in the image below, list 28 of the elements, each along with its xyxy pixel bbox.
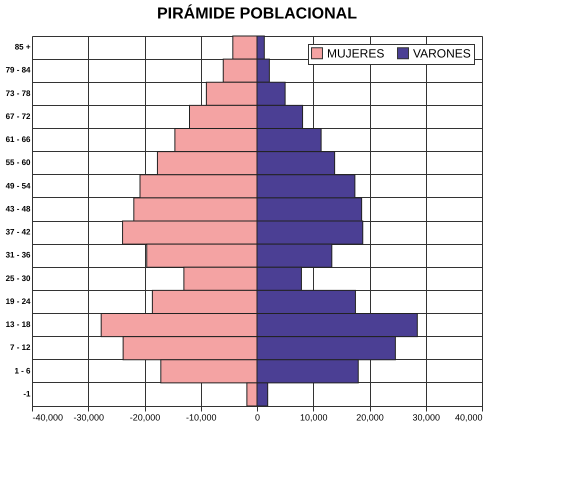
y-tick-label: 61 - 66: [6, 135, 32, 144]
x-tick-label: 40,000: [454, 412, 482, 422]
x-tick-label: -30,000: [73, 412, 104, 422]
x-tick-label: 20,000: [356, 412, 384, 422]
y-tick-label: 7 - 12: [10, 343, 32, 352]
x-tick-label: -20,000: [130, 412, 160, 422]
y-tick-label: 31 - 36: [6, 250, 32, 260]
y-tick-label: 67 - 72: [6, 112, 32, 121]
y-tick-label: 37 - 42: [6, 228, 32, 237]
legend-label: VARONES: [413, 46, 471, 60]
y-tick-label: 25 - 30: [6, 274, 32, 283]
x-tick-label: 0: [254, 412, 260, 422]
legend-label: MUJERES: [327, 46, 384, 60]
x-tick-label: 30,000: [412, 412, 440, 422]
y-tick-label: 73 - 78: [6, 88, 32, 98]
y-tick-label: 1 - 6: [14, 366, 32, 376]
x-tick-label: 10,000: [300, 412, 328, 422]
y-tick-label: 13 - 18: [6, 320, 32, 330]
x-tick-label: -40,000: [32, 412, 64, 422]
y-tick-label: 19 - 24: [6, 296, 32, 306]
y-tick-label: -1: [23, 389, 32, 398]
chart-title: PIRÁMIDE POBLACIONAL: [157, 4, 358, 22]
y-tick-label: 49 - 54: [6, 181, 32, 190]
y-tick-label: 79 - 84: [6, 66, 32, 75]
y-tick-label: 55 - 60: [6, 158, 32, 168]
y-tick-label: 43 - 48: [6, 204, 32, 214]
x-tick-label: -10,000: [186, 412, 217, 422]
y-tick-label: 85 +: [14, 42, 31, 52]
